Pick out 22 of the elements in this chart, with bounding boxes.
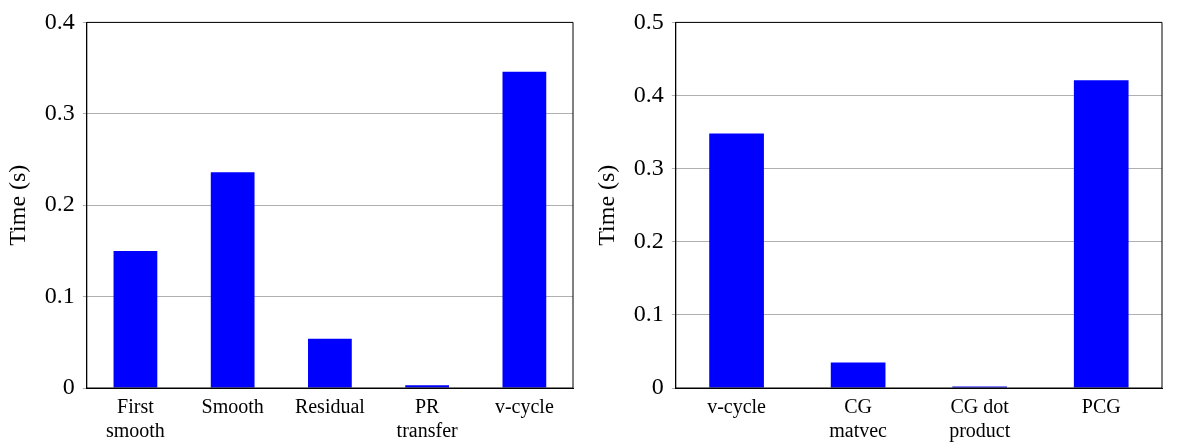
y-tick-label: 0.2: [633, 227, 664, 254]
x-tick-label: v-cycle: [494, 395, 554, 419]
x-tick-label: CG dot product: [949, 395, 1011, 443]
y-tick-label: 0.1: [44, 281, 75, 308]
y-tick-label: 0.4: [44, 7, 75, 34]
y-tick-label: 0.5: [633, 7, 664, 34]
y-tick-label: 0.2: [44, 190, 75, 217]
x-tick-label: Residual: [294, 395, 366, 418]
x-tick-label: Smooth: [201, 395, 264, 418]
y-axis-title: Time (s): [3, 164, 30, 246]
y-axis-title: Time (s): [592, 164, 619, 246]
x-tick-label: First smooth: [105, 395, 165, 442]
y-tick-label: 0.3: [44, 99, 75, 126]
y-tick-label: 0.3: [633, 153, 664, 180]
y-tick-label: 0: [651, 373, 664, 400]
y-tick-label: 0: [62, 373, 75, 400]
x-tick-label: PCG: [1081, 395, 1121, 418]
x-tick-label: CG matvec: [829, 395, 888, 442]
x-tick-label: PR transfer: [396, 395, 459, 442]
x-tick-label: v-cycle: [707, 395, 767, 419]
y-tick-label: 0.1: [633, 300, 664, 327]
y-tick-label: 0.4: [633, 80, 664, 107]
